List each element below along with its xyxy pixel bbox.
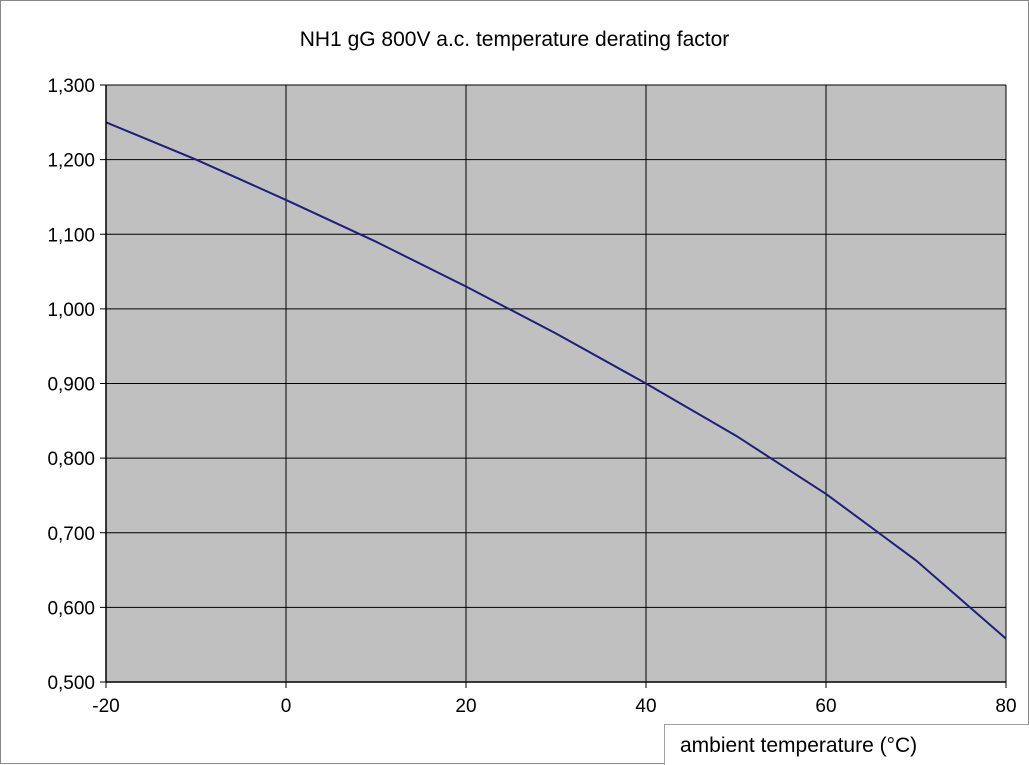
- chart-title: NH1 gG 800V a.c. temperature derating fa…: [299, 28, 730, 51]
- y-tick-label: 0,600: [47, 598, 95, 619]
- series-line: [105, 121, 1007, 640]
- y-tick-label: 1,300: [47, 76, 95, 97]
- grid-lines: [105, 84, 1007, 683]
- x-tick-label: 80: [995, 696, 1016, 717]
- x-tick-label: 40: [635, 696, 656, 717]
- x-axis-ticks: -20 0 20 40 60 80: [92, 682, 1017, 717]
- x-axis-label-box: ambient temperature (°C): [664, 724, 1029, 765]
- x-tick-label: 0: [281, 696, 292, 717]
- y-tick-label: 0,800: [47, 449, 95, 470]
- y-tick-label: 1,200: [47, 151, 95, 172]
- axes: [105, 85, 1006, 683]
- y-tick-label: 0,700: [47, 524, 95, 545]
- x-tick-label: 20: [455, 696, 476, 717]
- x-tick-label: 60: [815, 696, 836, 717]
- x-axis-label: ambient temperature (°C): [680, 734, 918, 757]
- y-tick-label: 0,500: [47, 673, 95, 694]
- y-tick-label: 0,900: [47, 375, 95, 396]
- y-axis-ticks: 0,500 0,600 0,700 0,800 0,900 1,000 1,100 1,200…: [47, 76, 106, 694]
- y-tick-label: 1,000: [47, 300, 95, 321]
- x-tick-label: -20: [92, 696, 119, 717]
- y-tick-label: 1,100: [47, 225, 95, 246]
